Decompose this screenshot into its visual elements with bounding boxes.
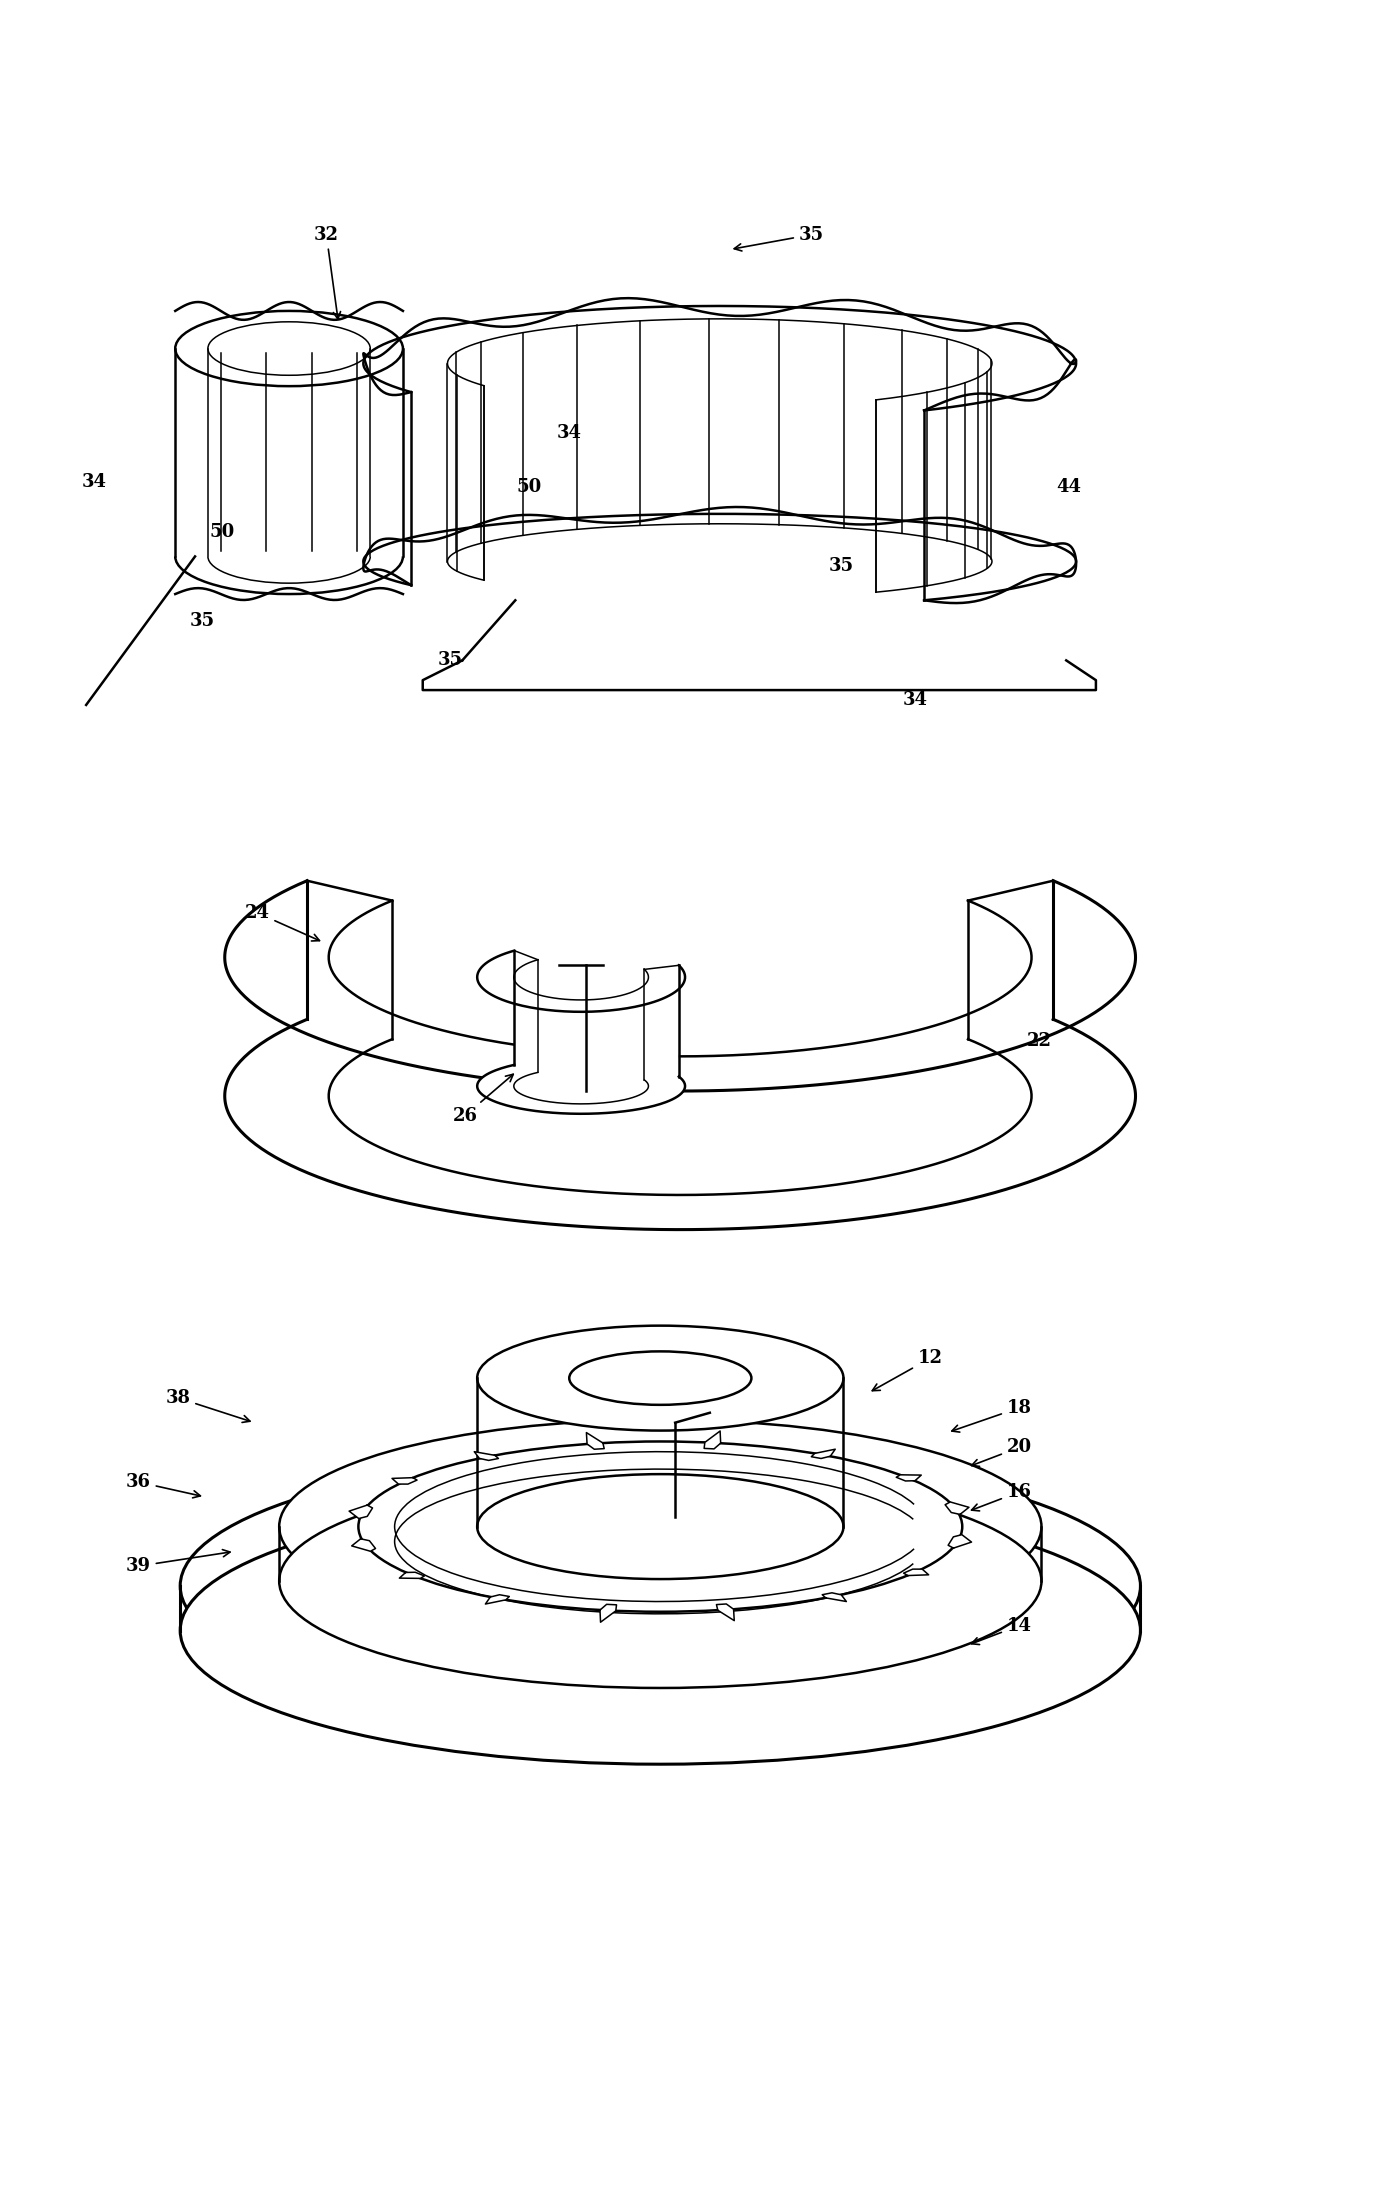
Text: 35: 35 bbox=[734, 225, 824, 251]
Ellipse shape bbox=[280, 1419, 1042, 1633]
Polygon shape bbox=[363, 306, 1076, 601]
Text: 50: 50 bbox=[517, 479, 542, 496]
Ellipse shape bbox=[180, 1497, 1140, 1764]
Polygon shape bbox=[945, 1502, 969, 1515]
Text: 34: 34 bbox=[557, 424, 582, 442]
Polygon shape bbox=[586, 1432, 604, 1449]
Polygon shape bbox=[704, 1432, 720, 1449]
Text: 39: 39 bbox=[126, 1550, 230, 1576]
Ellipse shape bbox=[478, 1325, 843, 1430]
Text: 34: 34 bbox=[82, 472, 107, 492]
Polygon shape bbox=[903, 1570, 928, 1576]
Polygon shape bbox=[812, 1449, 835, 1458]
Ellipse shape bbox=[359, 1441, 963, 1611]
Text: 20: 20 bbox=[971, 1438, 1032, 1467]
Text: 44: 44 bbox=[1057, 479, 1082, 496]
Polygon shape bbox=[224, 881, 1136, 1091]
Text: 22: 22 bbox=[1026, 1032, 1051, 1051]
Polygon shape bbox=[352, 1539, 375, 1552]
Polygon shape bbox=[716, 1605, 734, 1620]
Ellipse shape bbox=[569, 1351, 752, 1406]
Ellipse shape bbox=[280, 1473, 1042, 1688]
Polygon shape bbox=[949, 1535, 971, 1548]
Polygon shape bbox=[600, 1605, 616, 1622]
Text: 12: 12 bbox=[873, 1349, 943, 1390]
Polygon shape bbox=[349, 1506, 373, 1519]
Text: 32: 32 bbox=[314, 225, 341, 319]
Text: 14: 14 bbox=[971, 1618, 1032, 1644]
Polygon shape bbox=[896, 1476, 921, 1480]
Text: 26: 26 bbox=[453, 1073, 514, 1126]
Text: 35: 35 bbox=[438, 651, 463, 669]
Polygon shape bbox=[399, 1572, 424, 1578]
Ellipse shape bbox=[478, 1473, 843, 1578]
Text: 50: 50 bbox=[211, 522, 235, 540]
Polygon shape bbox=[224, 881, 1136, 1091]
Ellipse shape bbox=[208, 321, 370, 376]
Text: 18: 18 bbox=[951, 1399, 1032, 1432]
Polygon shape bbox=[478, 951, 686, 1115]
Ellipse shape bbox=[176, 310, 403, 387]
Text: 38: 38 bbox=[165, 1388, 251, 1423]
Ellipse shape bbox=[180, 1452, 1140, 1720]
Polygon shape bbox=[485, 1596, 510, 1605]
Text: 24: 24 bbox=[245, 903, 320, 940]
Text: 34: 34 bbox=[903, 691, 928, 708]
Text: 16: 16 bbox=[971, 1482, 1032, 1511]
Polygon shape bbox=[363, 306, 1076, 411]
Text: 35: 35 bbox=[828, 557, 853, 575]
Polygon shape bbox=[392, 1478, 417, 1484]
Polygon shape bbox=[176, 348, 403, 557]
Text: 36: 36 bbox=[126, 1473, 201, 1497]
Polygon shape bbox=[224, 881, 1136, 1229]
Text: 35: 35 bbox=[190, 612, 215, 630]
Polygon shape bbox=[823, 1594, 846, 1602]
Polygon shape bbox=[474, 1452, 499, 1460]
